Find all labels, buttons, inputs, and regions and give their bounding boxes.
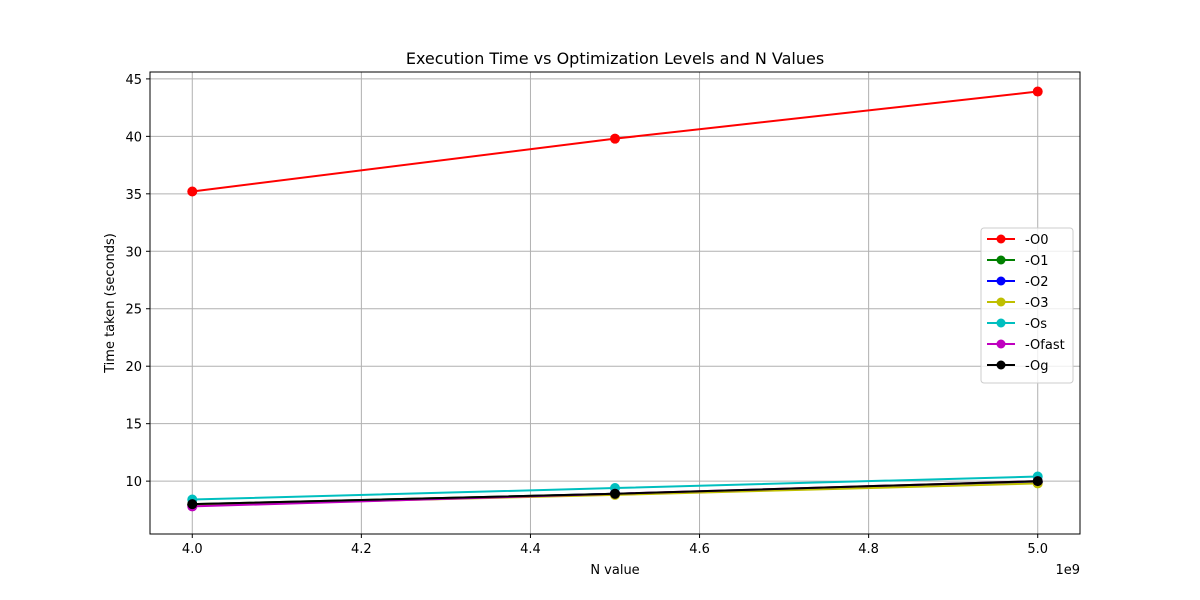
x-tick-label: 4.2 <box>351 542 372 557</box>
x-axis-ticks: 4.0 4.2 4.4 4.6 4.8 5.0 <box>182 534 1048 557</box>
x-tick-label: 4.6 <box>689 542 710 557</box>
data-point <box>1032 476 1043 487</box>
data-point <box>610 133 620 144</box>
x-tick-label: 4.0 <box>182 542 203 557</box>
legend-marker <box>996 297 1006 307</box>
plot-area-frame <box>149 71 1081 535</box>
legend-label: -Og <box>1025 359 1049 374</box>
legend-entry: -O1 <box>987 254 1049 269</box>
data-point <box>187 186 198 197</box>
legend-label: -Ofast <box>1025 338 1065 353</box>
legend-marker <box>996 318 1006 328</box>
y-tick-label: 45 <box>125 73 142 88</box>
y-tick-label: 20 <box>125 360 142 375</box>
legend-marker <box>996 360 1006 370</box>
y-axis-label: Time taken (seconds) <box>103 233 118 374</box>
legend-entry: -O2 <box>987 275 1049 290</box>
legend-entry: -O3 <box>987 296 1049 311</box>
x-tick-label: 4.4 <box>520 542 541 557</box>
legend-entry: -Og <box>987 359 1049 374</box>
x-tick-label: 4.8 <box>858 542 879 557</box>
legend-marker <box>996 339 1006 349</box>
legend-entry: -Ofast <box>987 338 1065 353</box>
legend-label: -O3 <box>1025 296 1049 311</box>
series-og <box>187 476 1043 510</box>
legend-entry: -Os <box>987 317 1047 332</box>
x-tick-label: 5.0 <box>1027 542 1048 557</box>
legend-label: -Os <box>1025 317 1047 332</box>
data-point <box>610 488 620 499</box>
legend-marker <box>996 234 1006 244</box>
y-tick-label: 35 <box>125 188 142 203</box>
legend-entry: -O0 <box>987 233 1049 248</box>
data-point <box>187 499 198 510</box>
legend-marker <box>996 255 1006 265</box>
series-o0 <box>187 86 1043 197</box>
y-tick-label: 10 <box>125 475 142 490</box>
x-axis-label: N value <box>590 563 639 578</box>
legend-label: -O1 <box>1025 254 1049 269</box>
y-tick-label: 40 <box>125 130 142 145</box>
legend-label: -O0 <box>1025 233 1049 248</box>
y-axis-ticks: 10 15 20 25 30 35 40 45 <box>125 73 150 490</box>
y-tick-label: 30 <box>125 245 142 260</box>
legend-label: -O2 <box>1025 275 1049 290</box>
y-tick-label: 25 <box>125 303 142 318</box>
y-tick-label: 15 <box>125 418 142 433</box>
chart-title: Execution Time vs Optimization Levels an… <box>406 49 824 68</box>
legend-marker <box>996 276 1006 286</box>
x-axis-offset-label: 1e9 <box>1055 563 1080 578</box>
legend: -O0 -O1 -O2 -O3 -Os -Ofast -Og <box>980 227 1074 384</box>
series-layer <box>187 86 1043 512</box>
data-point <box>1032 86 1043 97</box>
